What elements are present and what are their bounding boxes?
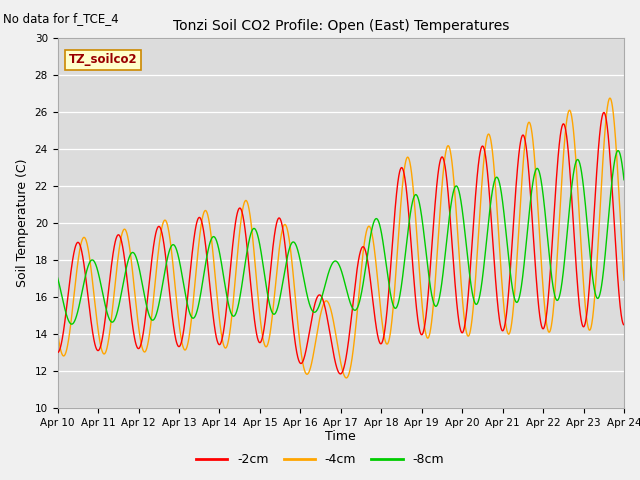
- Title: Tonzi Soil CO2 Profile: Open (East) Temperatures: Tonzi Soil CO2 Profile: Open (East) Temp…: [173, 19, 509, 33]
- Y-axis label: Soil Temperature (C): Soil Temperature (C): [16, 159, 29, 288]
- Text: TZ_soilco2: TZ_soilco2: [69, 53, 138, 66]
- X-axis label: Time: Time: [325, 431, 356, 444]
- Legend: -2cm, -4cm, -8cm: -2cm, -4cm, -8cm: [191, 448, 449, 471]
- Text: No data for f_TCE_4: No data for f_TCE_4: [3, 12, 119, 25]
